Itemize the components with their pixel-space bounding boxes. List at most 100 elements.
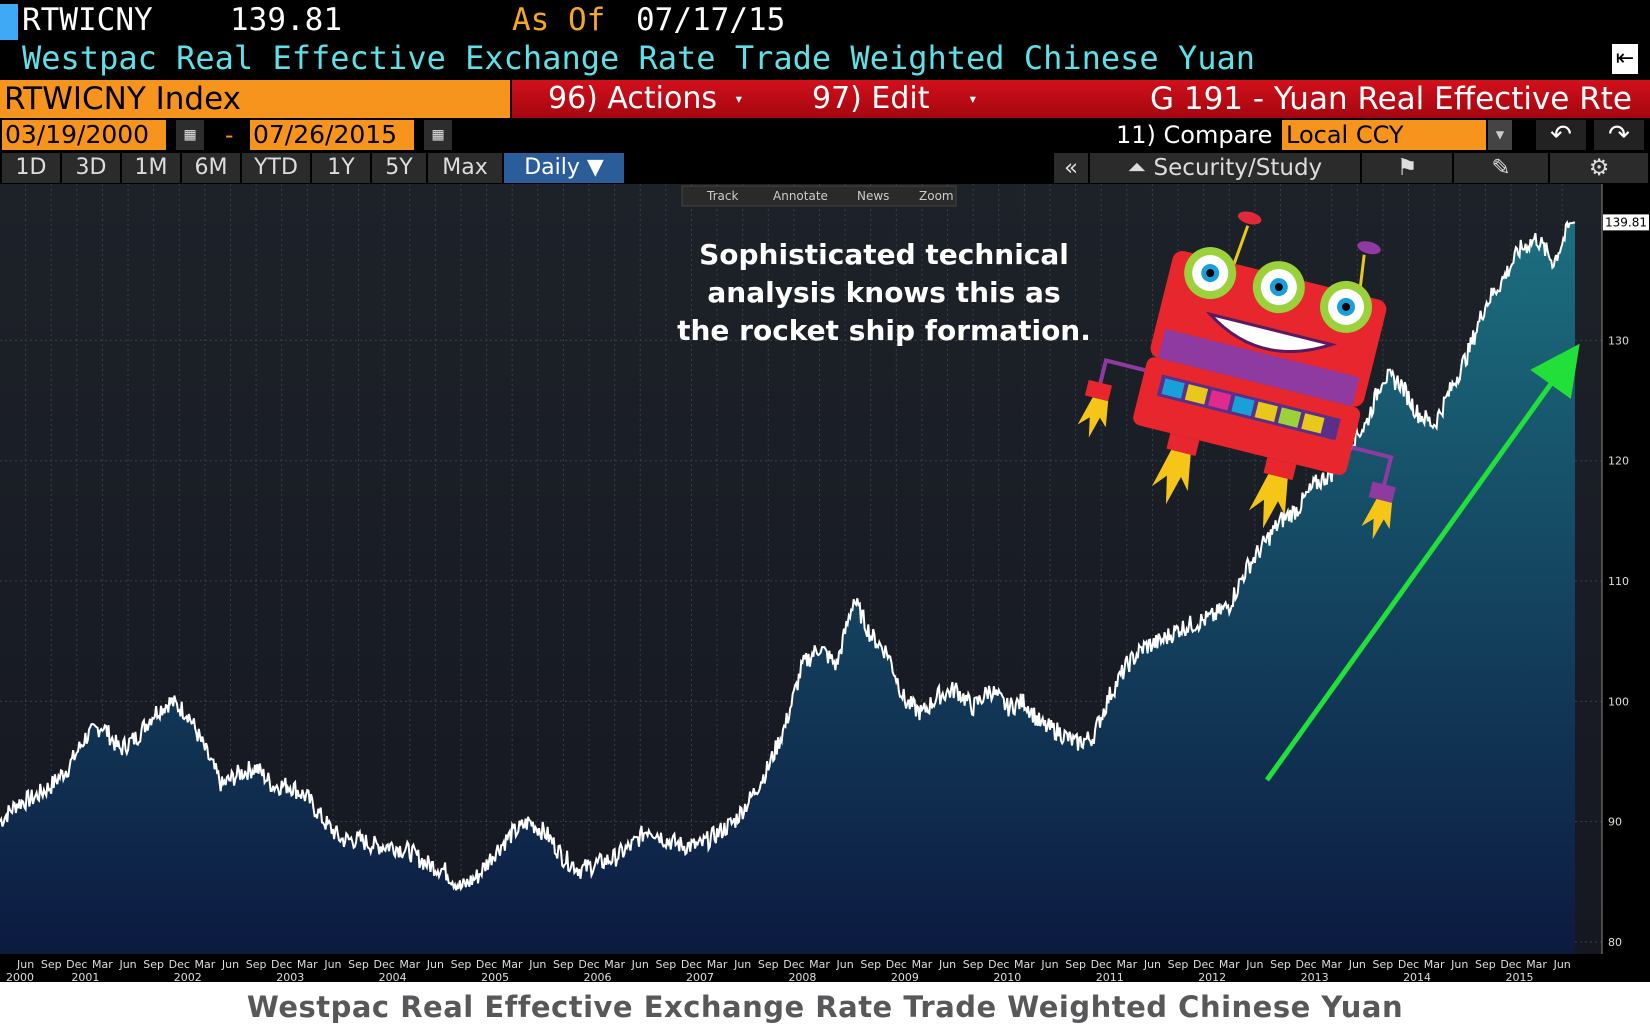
x-year-label: 2000 xyxy=(6,971,34,982)
x-month-tick: Dec xyxy=(1091,958,1112,971)
x-month-tick: Sep xyxy=(1475,958,1496,971)
x-month-tick: Jun xyxy=(1143,958,1161,971)
x-month-tick: Sep xyxy=(1168,958,1189,971)
x-month-tick: Sep xyxy=(143,958,164,971)
draw-icon[interactable]: ✎ xyxy=(1454,153,1548,183)
ticker-symbol: RTWICNY xyxy=(22,2,153,38)
x-month-tick: Dec xyxy=(1398,958,1419,971)
x-month-tick: Mar xyxy=(707,958,728,971)
x-month-tick: Sep xyxy=(1270,958,1291,971)
x-month-tick: Jun xyxy=(528,958,546,971)
currency-dropdown-icon[interactable]: ▼ xyxy=(1488,120,1512,150)
annotate-tool[interactable]: Annotate xyxy=(773,189,828,203)
x-month-tick: Jun xyxy=(221,958,239,971)
end-calendar-icon[interactable]: ▦ xyxy=(424,120,452,150)
rocket-robot-illustration xyxy=(1077,211,1396,540)
security-header: RTWICNY 139.81 As Of 07/17/15 Westpac Re… xyxy=(0,0,1650,80)
x-year-label: 2013 xyxy=(1301,971,1329,982)
collapse-icon[interactable]: « xyxy=(1054,153,1088,183)
y-tick-label: 100 xyxy=(1608,695,1629,708)
x-month-tick: Sep xyxy=(860,958,881,971)
zoom-tool[interactable]: Zoom xyxy=(919,189,954,203)
x-month-tick: Sep xyxy=(246,958,267,971)
track-tool[interactable]: Track xyxy=(706,189,738,203)
annotation-line-1: Sophisticated technical xyxy=(699,238,1069,271)
x-month-tick: Sep xyxy=(758,958,779,971)
frequency-select[interactable]: Daily ▼ xyxy=(504,153,624,183)
x-year-label: 2011 xyxy=(1096,971,1124,982)
x-month-tick: Mar xyxy=(912,958,933,971)
x-month-tick: Dec xyxy=(783,958,804,971)
x-month-tick: Jun xyxy=(1245,958,1263,971)
x-year-label: 2012 xyxy=(1198,971,1226,982)
as-of-label: As Of xyxy=(512,2,606,38)
chart-study-icon: ⏶ xyxy=(1127,155,1154,181)
undo-icon[interactable]: ↶ xyxy=(1536,120,1586,150)
x-month-tick: Dec xyxy=(476,958,497,971)
news-tool[interactable]: News xyxy=(857,189,889,203)
tab-5y[interactable]: 5Y xyxy=(372,153,426,183)
flag-icon[interactable]: ⚑ xyxy=(1362,153,1452,183)
tab-ytd[interactable]: YTD xyxy=(242,153,310,183)
x-month-tick: Jun xyxy=(1553,958,1571,971)
start-calendar-icon[interactable]: ▦ xyxy=(176,120,204,150)
command-menu-bar: 96) Actions ▾ 97) Edit ▾ G 191 - Yuan Re… xyxy=(512,80,1650,118)
security-long-name: Westpac Real Effective Exchange Rate Tra… xyxy=(22,39,1255,77)
actions-menu[interactable]: 96) Actions xyxy=(548,81,717,116)
start-date-input[interactable]: 03/19/2000 xyxy=(2,120,166,150)
x-year-label: 2004 xyxy=(379,971,407,982)
x-month-tick: Mar xyxy=(1424,958,1445,971)
x-month-tick: Mar xyxy=(809,958,830,971)
x-month-tick: Mar xyxy=(194,958,215,971)
x-year-label: 2005 xyxy=(481,971,509,982)
compare-label[interactable]: 11) Compare xyxy=(1116,121,1273,149)
x-month-tick: Dec xyxy=(886,958,907,971)
edit-dropdown-icon[interactable]: ▾ xyxy=(968,89,978,108)
export-icon[interactable]: ⇤ xyxy=(1612,44,1638,74)
price-chart[interactable]: 80 90 100 110 120 130 Jun Sep Dec Mar Jun Sep Dec Ma… xyxy=(0,184,1650,984)
x-year-label: 2006 xyxy=(584,971,612,982)
x-year-label: 2007 xyxy=(686,971,714,982)
x-month-tick: Sep xyxy=(1065,958,1086,971)
x-month-tick: Mar xyxy=(92,958,113,971)
x-month-tick: Mar xyxy=(604,958,625,971)
x-month-tick: Jun xyxy=(836,958,854,971)
security-study-button[interactable]: ⏶ Security/Study xyxy=(1090,153,1360,183)
edit-menu[interactable]: 97) Edit xyxy=(812,81,930,116)
x-year-label: 2015 xyxy=(1506,971,1534,982)
x-month-tick: Jun xyxy=(631,958,649,971)
x-year-label: 2001 xyxy=(71,971,99,982)
y-axis: 80 90 100 110 120 130 xyxy=(1601,184,1629,954)
x-month-tick: Sep xyxy=(41,958,62,971)
tab-1y[interactable]: 1Y xyxy=(312,153,370,183)
settings-gear-icon[interactable]: ⚙ xyxy=(1550,153,1648,183)
currency-select[interactable]: Local CCY xyxy=(1282,120,1486,150)
chart-tools: Track Annotate News Zoom xyxy=(681,185,957,207)
chart-caption: Westpac Real Effective Exchange Rate Tra… xyxy=(0,982,1650,1033)
tab-3d[interactable]: 3D xyxy=(62,153,120,183)
x-month-tick: Dec xyxy=(271,958,292,971)
x-month-tick: Sep xyxy=(655,958,676,971)
x-month-tick: Sep xyxy=(963,958,984,971)
last-value: 139.81 xyxy=(230,2,342,38)
x-year-label: 2003 xyxy=(276,971,304,982)
x-month-tick: Mar xyxy=(399,958,420,971)
x-month-tick: Jun xyxy=(733,958,751,971)
tab-max[interactable]: Max xyxy=(428,153,502,183)
last-value-label: 139.81 xyxy=(1603,214,1649,231)
security-field[interactable]: RTWICNY Index xyxy=(0,80,510,118)
x-month-tick: Jun xyxy=(323,958,341,971)
actions-dropdown-icon[interactable]: ▾ xyxy=(734,89,744,108)
x-year-label: 2008 xyxy=(788,971,816,982)
tab-1m[interactable]: 1M xyxy=(122,153,180,183)
redo-icon[interactable]: ↷ xyxy=(1594,120,1644,150)
tab-6m[interactable]: 6M xyxy=(182,153,240,183)
last-value-tag: 139.81 xyxy=(1605,215,1647,229)
x-month-tick: Jun xyxy=(16,958,34,971)
chart-area: 80 90 100 110 120 130 Jun Sep Dec Mar Jun Sep Dec Ma… xyxy=(0,184,1650,984)
annotation-line-2: analysis knows this as xyxy=(707,276,1060,309)
tab-1d[interactable]: 1D xyxy=(2,153,60,183)
end-date-input[interactable]: 07/26/2015 xyxy=(250,120,414,150)
x-month-tick: Dec xyxy=(373,958,394,971)
security-study-label: Security/Study xyxy=(1153,155,1323,181)
